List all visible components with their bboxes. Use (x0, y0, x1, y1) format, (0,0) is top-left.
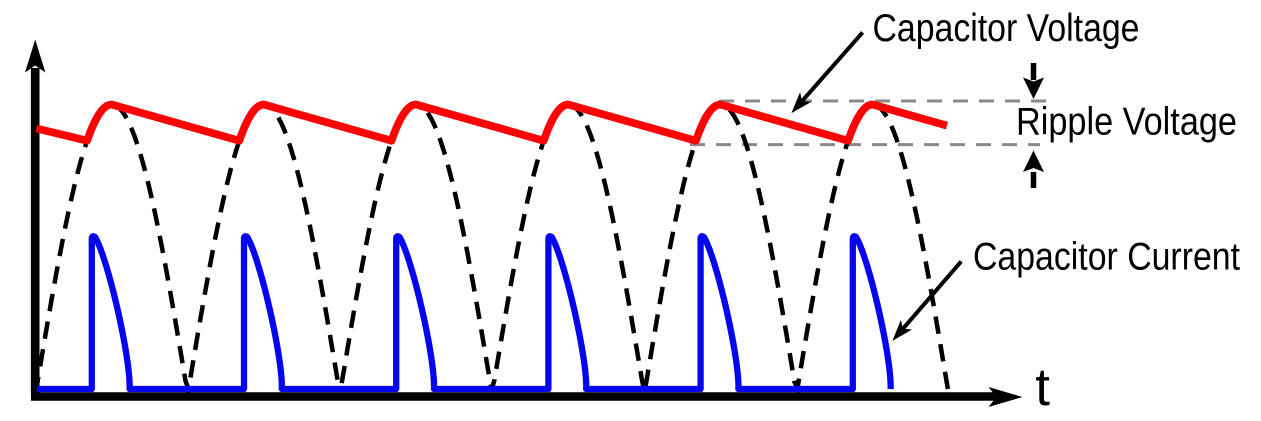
svg-text:t: t (1035, 358, 1050, 417)
svg-text:Capacitor Voltage: Capacitor Voltage (873, 7, 1140, 50)
svg-text:Ripple Voltage: Ripple Voltage (1016, 101, 1237, 144)
svg-text:Capacitor Current: Capacitor Current (973, 235, 1240, 278)
